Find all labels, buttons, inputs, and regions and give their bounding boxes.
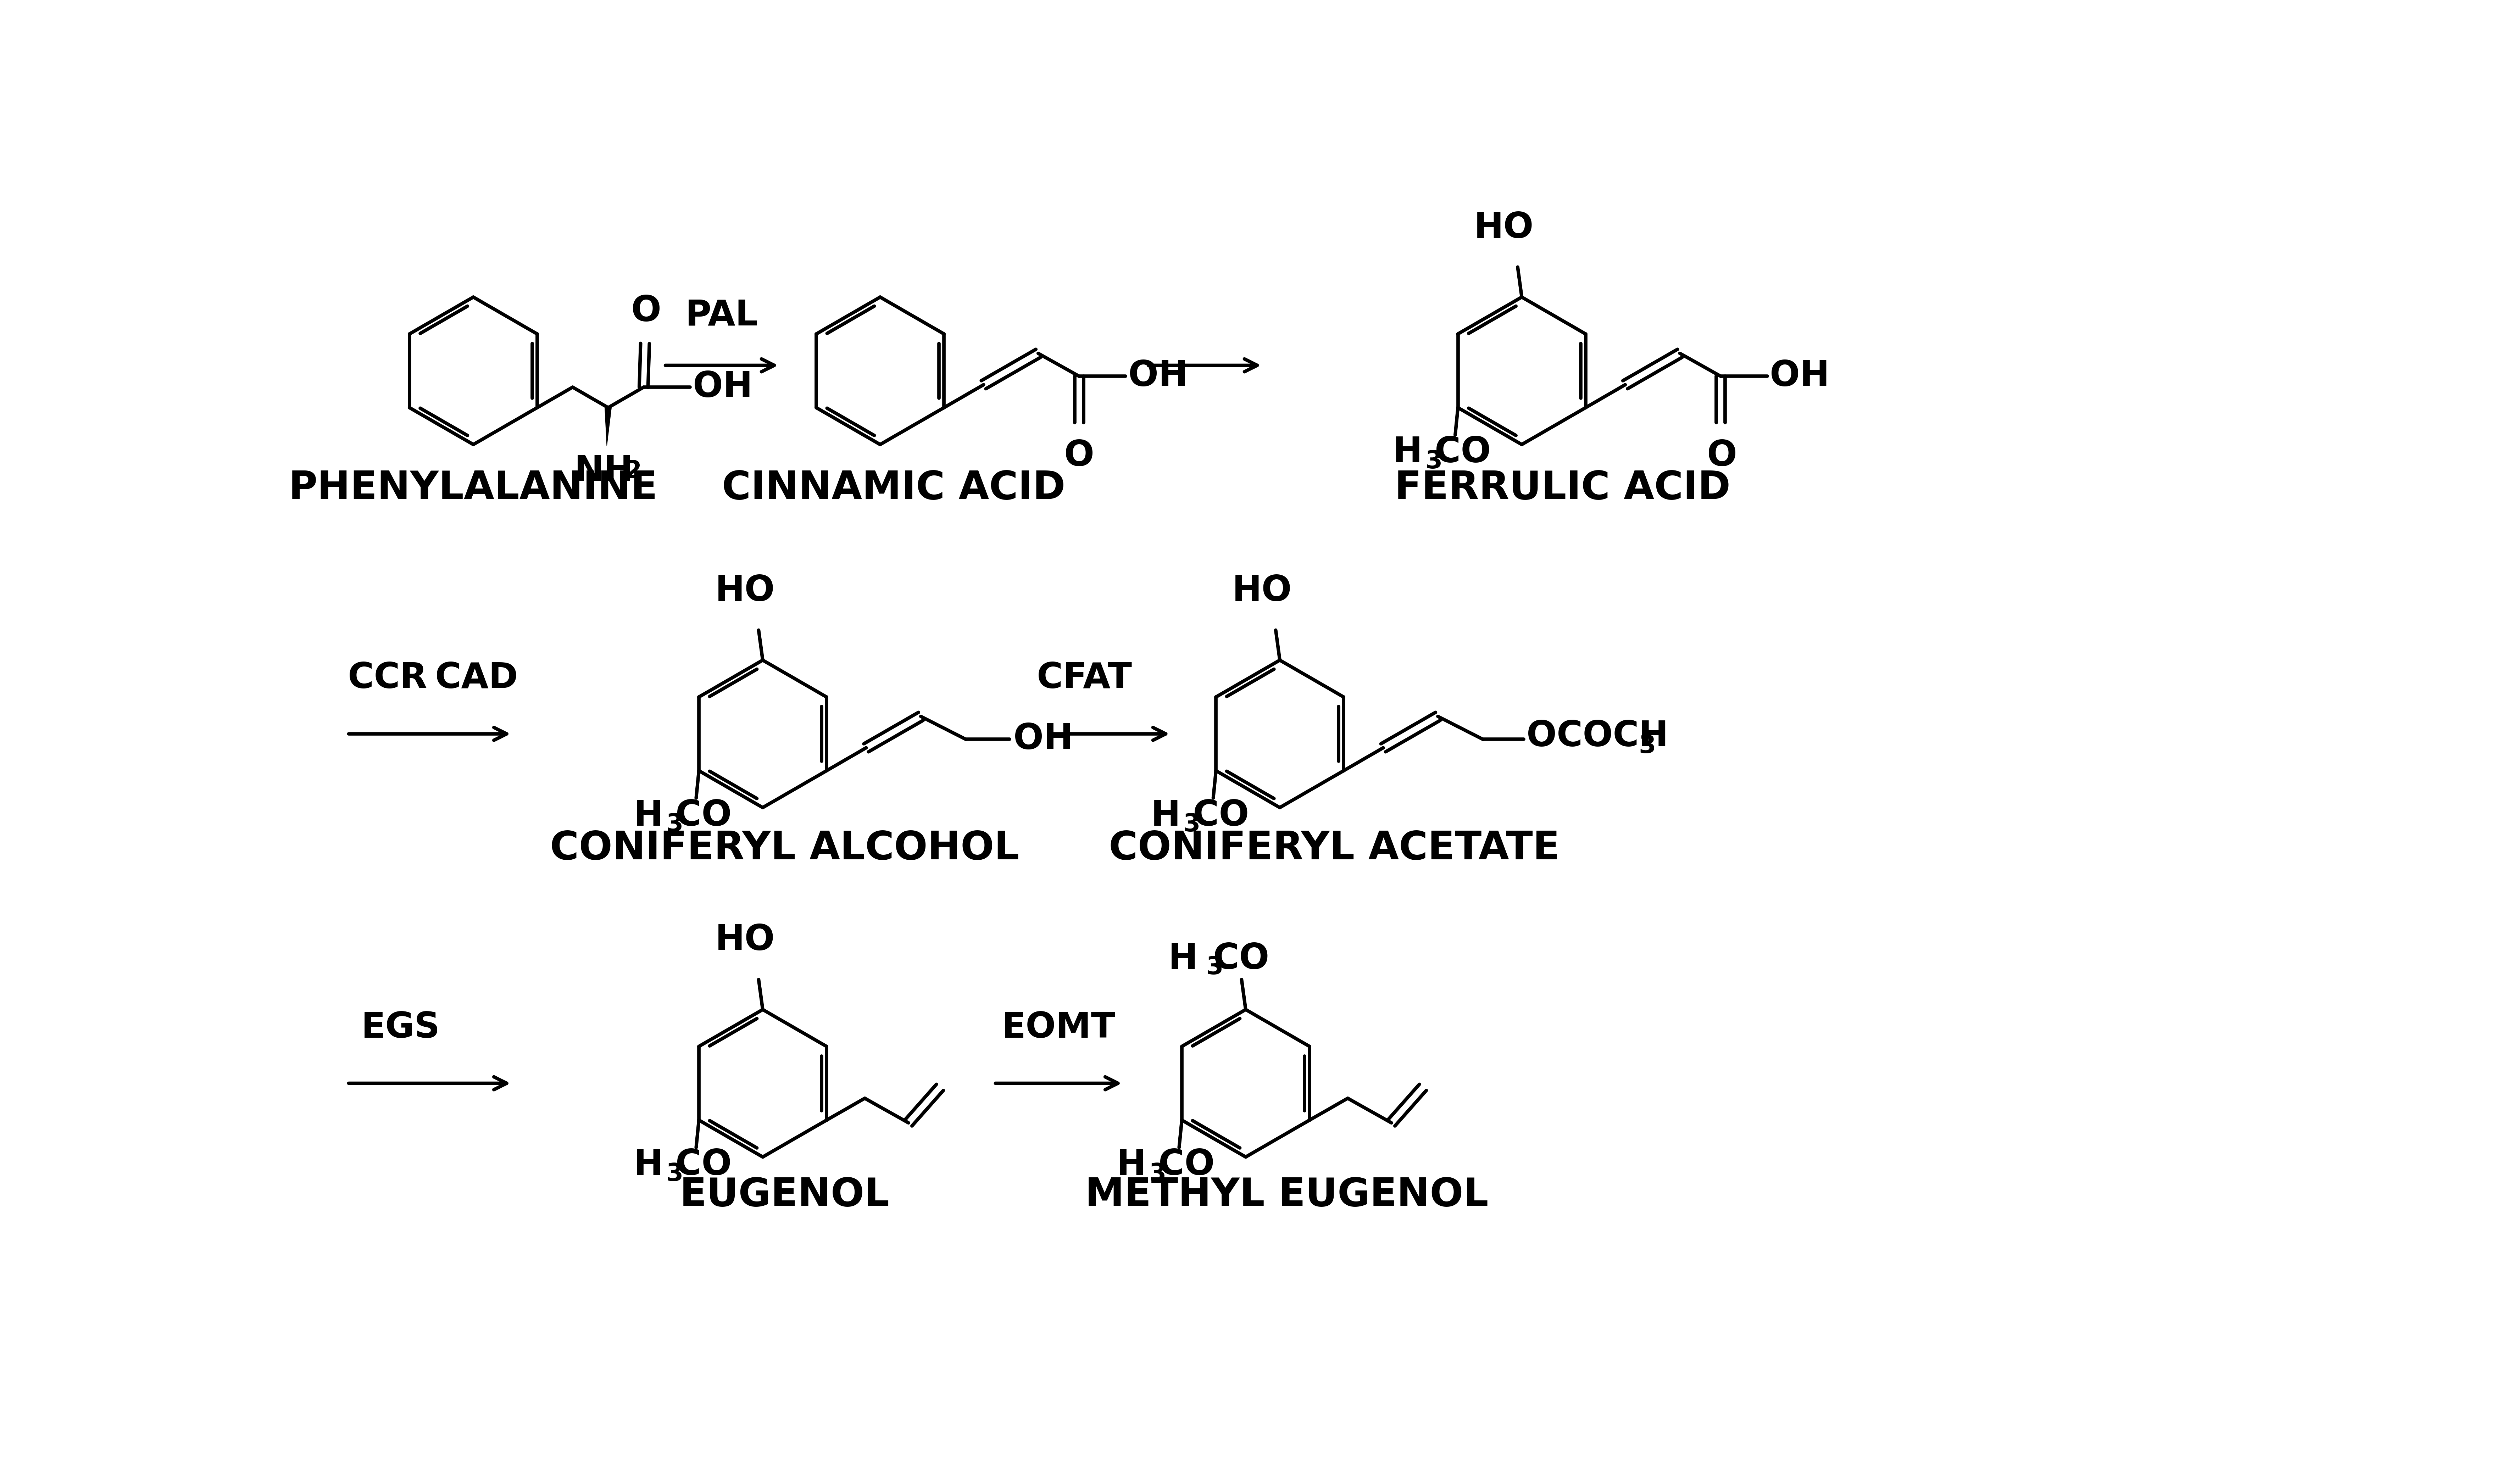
Text: CCR: CCR xyxy=(347,662,427,696)
Text: 3: 3 xyxy=(666,813,684,837)
Text: HO: HO xyxy=(716,574,774,608)
Text: CFAT: CFAT xyxy=(1038,662,1131,696)
Text: NH: NH xyxy=(575,454,633,488)
Text: EUGENOL: EUGENOL xyxy=(679,1177,890,1214)
Text: CO: CO xyxy=(676,1149,731,1183)
Text: H: H xyxy=(633,798,663,833)
Text: H: H xyxy=(1392,435,1422,470)
Text: CO: CO xyxy=(1435,435,1490,470)
Text: OH: OH xyxy=(1128,359,1189,393)
Text: EGS: EGS xyxy=(362,1011,440,1045)
Text: CAD: CAD xyxy=(435,662,518,696)
Text: OH: OH xyxy=(1769,359,1829,393)
Text: PAL: PAL xyxy=(686,298,759,332)
Text: 3: 3 xyxy=(1184,813,1201,837)
Text: 3: 3 xyxy=(666,1162,684,1186)
Text: CINNAMIC ACID: CINNAMIC ACID xyxy=(721,469,1066,508)
Text: OH: OH xyxy=(1013,723,1073,757)
Text: METHYL EUGENOL: METHYL EUGENOL xyxy=(1086,1177,1488,1214)
Polygon shape xyxy=(606,408,611,445)
Text: H: H xyxy=(633,1149,663,1183)
Text: 3: 3 xyxy=(1148,1162,1166,1186)
Text: CONIFERYL ALCOHOL: CONIFERYL ALCOHOL xyxy=(550,830,1020,868)
Text: CO: CO xyxy=(1158,1149,1214,1183)
Text: O: O xyxy=(1063,439,1093,473)
Text: H: H xyxy=(1169,942,1199,976)
Text: FERRULIC ACID: FERRULIC ACID xyxy=(1395,469,1731,508)
Text: 2: 2 xyxy=(626,460,641,484)
Text: 3: 3 xyxy=(1638,735,1656,758)
Text: PHENYLALANINE: PHENYLALANINE xyxy=(289,469,658,508)
Text: HO: HO xyxy=(1231,574,1292,608)
Text: EOMT: EOMT xyxy=(1003,1011,1116,1045)
Text: CONIFERYL ACETATE: CONIFERYL ACETATE xyxy=(1108,830,1561,868)
Text: CO: CO xyxy=(1194,798,1249,833)
Text: HO: HO xyxy=(716,923,774,957)
Text: H: H xyxy=(1116,1149,1146,1183)
Text: 3: 3 xyxy=(1425,450,1442,473)
Text: O: O xyxy=(631,294,661,328)
Text: OCOCH: OCOCH xyxy=(1525,720,1669,754)
Text: CO: CO xyxy=(676,798,731,833)
Text: H: H xyxy=(1151,798,1181,833)
Text: OH: OH xyxy=(694,370,751,404)
Text: CO: CO xyxy=(1214,942,1269,976)
Text: O: O xyxy=(1706,439,1736,473)
Text: HO: HO xyxy=(1475,211,1533,245)
Text: 3: 3 xyxy=(1206,956,1224,979)
